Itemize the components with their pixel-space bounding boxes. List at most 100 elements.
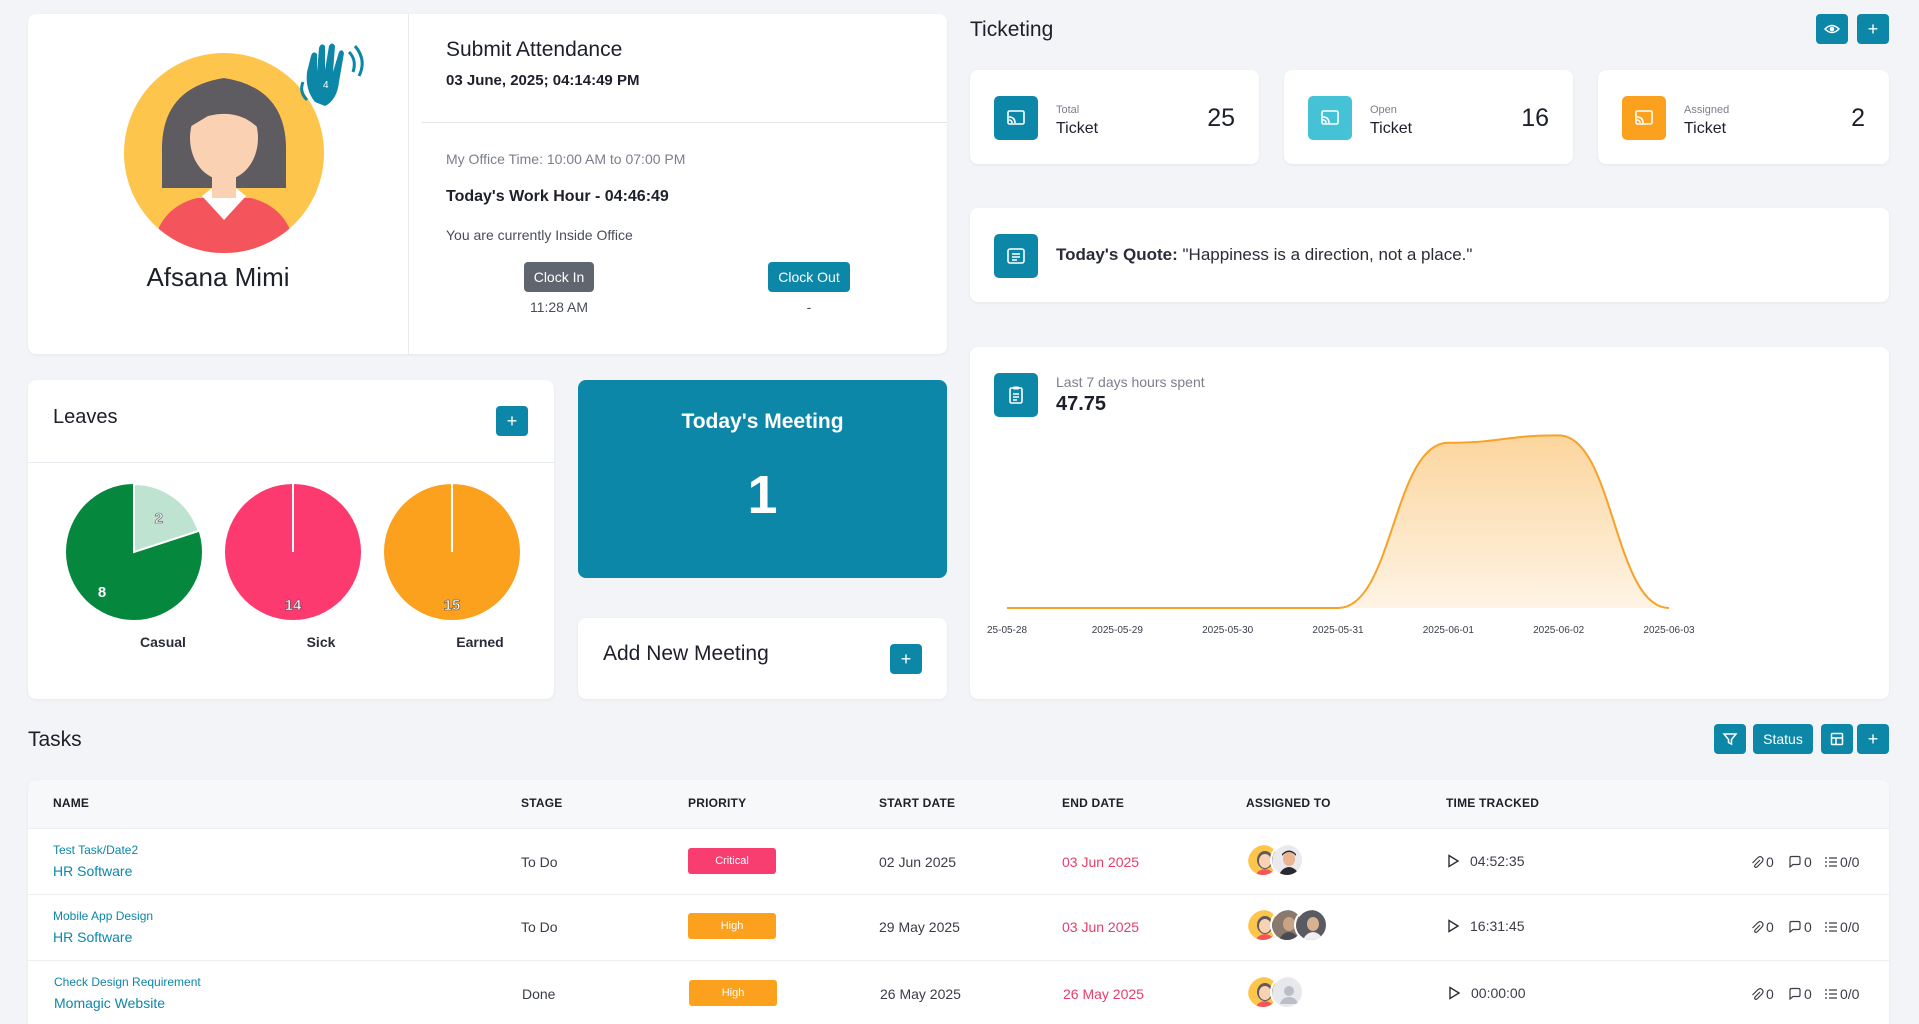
task-start-date: 29 May 2025: [879, 919, 960, 935]
time-tracked[interactable]: 16:31:45: [1446, 918, 1525, 934]
x-tick-label: 2025-06-01: [1423, 625, 1475, 636]
wave-hand-icon: 4: [300, 43, 364, 106]
assignee-avatar[interactable]: [1294, 908, 1328, 942]
leave-label-earned: Earned: [456, 634, 504, 650]
ticket-card-total[interactable]: Total Ticket 25: [970, 70, 1259, 164]
table-row[interactable]: Test Task/Date2 HR Software To Do Critic…: [28, 828, 1889, 894]
task-project[interactable]: Momagic Website: [54, 995, 166, 1011]
ticket-label: Ticket: [1684, 120, 1727, 137]
task-start-date: 26 May 2025: [880, 986, 961, 1002]
clock-in-time: 11:28 AM: [529, 299, 589, 315]
checklist-icon: [1825, 989, 1837, 999]
pie-used-label: 15: [444, 597, 461, 614]
ticket-count: 16: [1521, 104, 1549, 132]
cast-icon: [1622, 96, 1666, 140]
ticket-card-assigned[interactable]: Assigned Ticket 2: [1598, 70, 1889, 164]
add-meeting-button[interactable]: +: [890, 644, 922, 674]
x-tick-label: 2025-06-03: [1643, 625, 1695, 636]
add-leave-button[interactable]: +: [496, 406, 528, 436]
office-time: My Office Time: 10:00 AM to 07:00 PM: [446, 151, 686, 167]
subtasks-count[interactable]: 0/0: [1824, 919, 1859, 935]
clock-in-button[interactable]: Clock In: [524, 262, 594, 292]
col-end-date: END DATE: [1062, 796, 1125, 810]
plus-icon: +: [900, 648, 912, 669]
x-tick-label: 2025-05-31: [1312, 625, 1364, 636]
attendance-title: Submit Attendance: [446, 38, 623, 61]
add-task-button[interactable]: +: [1857, 724, 1889, 754]
x-tick-label: 25-05-28: [987, 625, 1027, 636]
attachments-count[interactable]: 0: [1750, 986, 1774, 1002]
task-name[interactable]: Check Design Requirement: [54, 975, 201, 989]
task-end-date: 26 May 2025: [1063, 986, 1144, 1002]
assignee-avatar[interactable]: [1270, 843, 1304, 877]
time-tracked[interactable]: 04:52:35: [1446, 853, 1525, 869]
task-start-date: 02 Jun 2025: [879, 854, 957, 870]
attachments-count[interactable]: 0: [1750, 854, 1774, 870]
filter-button[interactable]: [1714, 724, 1746, 754]
clock-out-button[interactable]: Clock Out: [768, 262, 850, 292]
task-stage: Done: [522, 986, 556, 1002]
clipboard-icon: [994, 373, 1038, 417]
task-project[interactable]: HR Software: [53, 929, 133, 945]
divider: [408, 14, 409, 354]
divider: [28, 462, 554, 463]
priority-badge: High: [689, 980, 777, 1006]
ticket-card-open[interactable]: Open Ticket 16: [1284, 70, 1573, 164]
ticketing-title: Ticketing: [970, 18, 1054, 41]
time-tracked[interactable]: 00:00:00: [1447, 985, 1526, 1001]
leaves-title: Leaves: [53, 406, 118, 428]
col-stage: STAGE: [521, 796, 563, 810]
task-name[interactable]: Mobile App Design: [53, 909, 154, 923]
x-tick-label: 2025-05-30: [1202, 625, 1254, 636]
leave-label-casual: Casual: [140, 634, 186, 650]
attendance-datetime: 03 June, 2025; 04:14:49 PM: [446, 72, 640, 89]
clock-out-time: -: [806, 299, 812, 315]
ticket-label: Ticket: [1370, 120, 1413, 137]
paperclip-icon: [1752, 988, 1764, 1000]
assignee-avatar[interactable]: [1270, 975, 1304, 1009]
play-icon: [1448, 854, 1460, 868]
chart-area-fill: [1007, 435, 1669, 608]
pie-used-label: 8: [98, 584, 106, 601]
status-button[interactable]: Status: [1753, 724, 1813, 754]
priority-badge: High: [688, 913, 776, 939]
view-tickets-button[interactable]: [1816, 14, 1848, 44]
ticket-small-label: Assigned: [1684, 104, 1730, 116]
comments-count[interactable]: 0: [1788, 986, 1812, 1002]
priority-badge: Critical: [688, 848, 776, 874]
chart-series-line: [1007, 434, 1670, 609]
comments-count[interactable]: 0: [1788, 854, 1812, 870]
grid-icon: [1830, 732, 1844, 746]
avatar: 4: [112, 38, 368, 258]
play-icon: [1449, 986, 1461, 1000]
comments-count[interactable]: 0: [1788, 919, 1812, 935]
employee-name: Afsana Mimi: [146, 262, 290, 292]
attachments-count[interactable]: 0: [1750, 919, 1774, 935]
leaves-pie-charts: 2 8 14 15: [66, 482, 520, 620]
chart-total-hours: 47.75: [1056, 393, 1107, 415]
add-ticket-button[interactable]: +: [1857, 14, 1889, 44]
subtasks-count[interactable]: 0/0: [1824, 854, 1859, 870]
checklist-icon: [1825, 922, 1837, 932]
plus-icon: +: [506, 410, 518, 431]
todays-meeting-card[interactable]: Today's Meeting 1: [578, 380, 947, 578]
task-project[interactable]: HR Software: [53, 863, 133, 879]
table-row[interactable]: Check Design Requirement Momagic Website…: [28, 960, 1889, 1024]
hours-chart-card: 25-05-28 2025-05-29 2025-05-30 2025-05-31 20…: [970, 347, 1889, 699]
leave-label-sick: Sick: [306, 634, 336, 650]
layout-toggle-button[interactable]: [1821, 724, 1853, 754]
col-assigned-to: ASSIGNED TO: [1246, 796, 1331, 810]
svg-text:4: 4: [323, 80, 329, 91]
checklist-icon: [1825, 857, 1837, 867]
x-tick-label: 2025-06-02: [1533, 625, 1585, 636]
table-row[interactable]: Mobile App Design HR Software To Do High…: [28, 894, 1889, 960]
office-status: You are currently Inside Office: [446, 227, 633, 243]
quote-card: Today's Quote: "Happiness is a direction…: [970, 208, 1889, 302]
leaves-card: Leaves + 2 8 14 15 Casual Sick Earned: [28, 380, 554, 699]
task-name[interactable]: Test Task/Date2: [53, 843, 139, 857]
comment-icon: [1789, 987, 1801, 1001]
divider: [422, 122, 947, 123]
tasks-table: NAME STAGE PRIORITY START DATE END DATE …: [28, 780, 1889, 1024]
subtasks-count[interactable]: 0/0: [1824, 986, 1859, 1002]
eye-icon: [1824, 24, 1840, 34]
